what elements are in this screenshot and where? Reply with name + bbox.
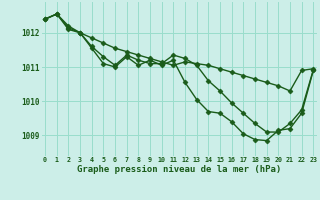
X-axis label: Graphe pression niveau de la mer (hPa): Graphe pression niveau de la mer (hPa) — [77, 165, 281, 174]
